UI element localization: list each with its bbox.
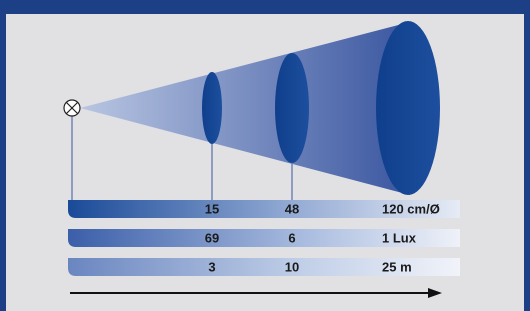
page: 1548120 cm/Ø6961 Lux31025 m (() => { con…	[0, 0, 530, 311]
scale-label: 10	[285, 259, 299, 274]
scale-label: 3	[208, 259, 215, 274]
scale-label: 25 m	[382, 259, 412, 274]
scale-label: 48	[285, 201, 299, 216]
beam-section	[202, 72, 222, 144]
left-border	[0, 0, 6, 311]
scale-label: 15	[205, 201, 219, 216]
scale-label: 120 cm/Ø	[382, 201, 440, 216]
light-cone-diagram: 15 48 120 cm/Ø 69 6 1 Lux 3 10 25 m	[0, 0, 530, 311]
scale-label: 1 Lux	[382, 230, 417, 245]
right-border	[524, 0, 530, 311]
scale-label: 6	[288, 230, 295, 245]
beam-section	[376, 21, 440, 195]
beam-section	[275, 53, 309, 163]
scale-label: 69	[205, 230, 219, 245]
header-bar	[0, 0, 530, 14]
